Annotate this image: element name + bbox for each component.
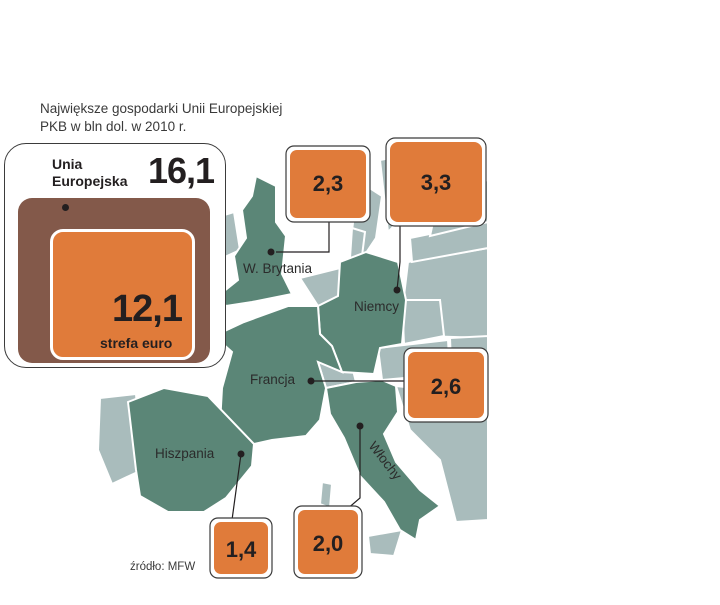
value-box-france: 2,6	[403, 347, 489, 423]
value-boxes: 2,3 3,3 2,6 2,0 1,4	[209, 137, 489, 579]
eurozone-total-label: strefa euro	[100, 335, 173, 351]
dot-germany	[393, 286, 401, 294]
country-label-spain: Hiszpania	[155, 446, 215, 461]
eu-pointer-dot	[62, 204, 69, 211]
highlighted-countries	[126, 174, 442, 542]
dot-uk	[267, 248, 275, 256]
country-label-germany: Niemcy	[354, 299, 399, 314]
leader-uk	[276, 219, 330, 253]
country-uk	[216, 174, 294, 308]
leader-spain	[231, 453, 242, 521]
country-italy	[324, 378, 442, 542]
eu-label-line2: Europejska	[52, 173, 128, 189]
eurozone-total-square	[50, 229, 195, 360]
island-sicily	[366, 528, 404, 558]
eu-label-line1: Unia	[52, 156, 83, 172]
country-labels: W. Brytania Niemcy Francja Włochy Hiszpa…	[155, 261, 405, 483]
eu-total-label: Unia Europejska	[52, 156, 127, 190]
country-label-france: Francja	[250, 372, 296, 387]
country-czech	[400, 299, 446, 346]
value-box-germany: 3,3	[385, 137, 487, 227]
value-label-italy: 2,0	[313, 531, 344, 556]
chart-title: Największe gospodarki Unii Europejskiej	[40, 101, 283, 116]
dot-france	[307, 377, 315, 385]
value-box-spain: 1,4	[209, 517, 273, 579]
value-label-spain: 1,4	[226, 537, 257, 562]
country-france	[212, 305, 344, 446]
value-box-uk: 2,3	[285, 145, 371, 223]
country-dots	[237, 248, 401, 458]
source-note: źródło: MFW	[130, 561, 196, 573]
chart-subtitle: PKB w bln dol. w 2010 r.	[40, 119, 187, 134]
leader-germany	[396, 221, 401, 291]
country-label-uk: W. Brytania	[243, 261, 313, 276]
country-spain	[126, 386, 256, 513]
island-corsica	[318, 480, 334, 510]
value-label-germany: 3,3	[421, 170, 452, 195]
value-box-italy: 2,0	[293, 505, 363, 579]
dot-italy	[356, 422, 364, 430]
dot-spain	[237, 450, 245, 458]
eurozone-total-value: 12,1	[112, 288, 183, 330]
value-label-france: 2,6	[431, 374, 462, 399]
value-label-uk: 2,3	[313, 171, 344, 196]
eu-total-value: 16,1	[148, 150, 215, 191]
